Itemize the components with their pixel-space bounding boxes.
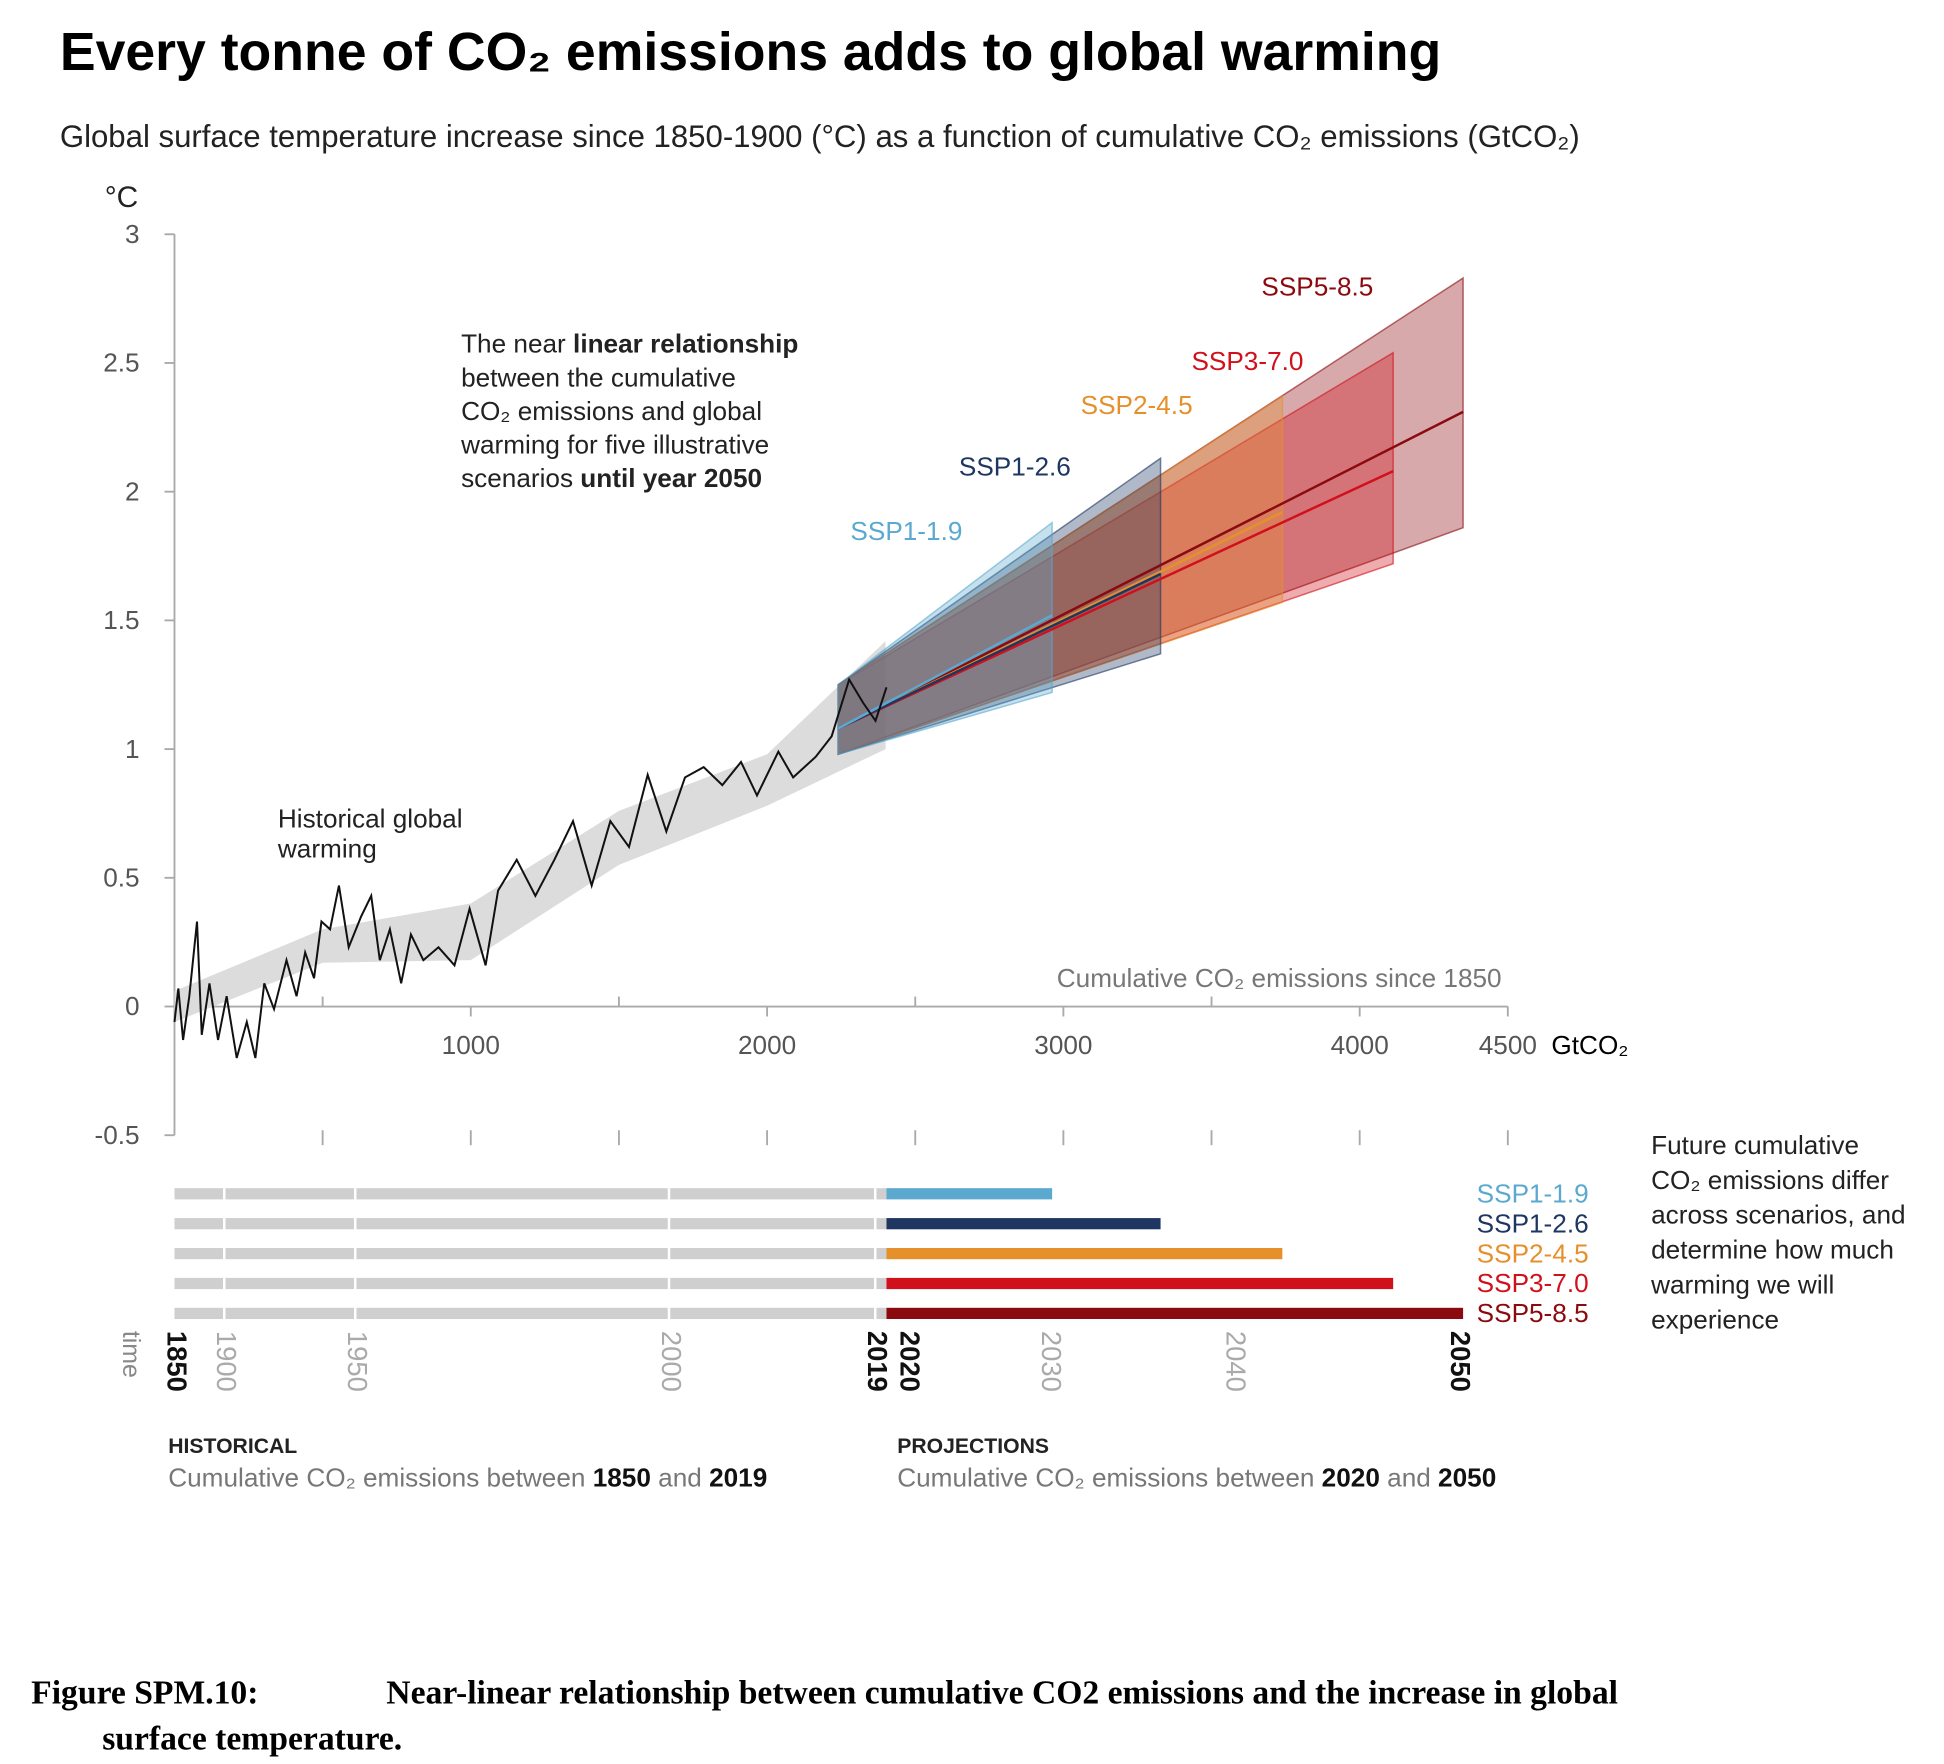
- year-label: 2019: [862, 1331, 893, 1392]
- annotation: CO₂ emissions and global: [461, 396, 762, 426]
- projection-bar: [886, 1247, 1283, 1260]
- annotation: between the cumulative: [461, 362, 736, 392]
- historical-bar: [174, 1307, 887, 1320]
- text-run: between the cumulative: [461, 362, 736, 392]
- legend-entry: SSP1-1.9: [1477, 1179, 1589, 1209]
- timeline-note: Future cumulative: [1651, 1130, 1859, 1160]
- text-run: Cumulative CO₂ emissions between: [897, 1463, 1321, 1493]
- legend-entry: SSP1-2.6: [1477, 1208, 1589, 1238]
- scenario-line: [837, 410, 1464, 730]
- historical-band: [174, 640, 886, 1022]
- y-tick-label: 2.5: [103, 348, 139, 378]
- historical-label: Historical global: [278, 803, 463, 833]
- timeline-note: determine how much: [1651, 1235, 1894, 1265]
- x-tick-label: 1000: [442, 1030, 500, 1060]
- x-axis-label: Cumulative CO₂ emissions since 1850: [1057, 963, 1502, 993]
- section-heading: HISTORICAL: [168, 1435, 297, 1458]
- timeline-note: warming we will: [1650, 1269, 1834, 1299]
- year-label: 1850: [161, 1331, 192, 1392]
- timeline-note: experience: [1651, 1304, 1779, 1334]
- x-tick-label: 4500: [1479, 1030, 1537, 1060]
- y-tick-label: 3: [125, 219, 140, 249]
- legend-entry: SSP3-7.0: [1477, 1268, 1589, 1298]
- caption-label: Figure SPM.10:: [31, 1674, 258, 1711]
- section-text: Cumulative CO₂ emissions between 2020 an…: [897, 1463, 1496, 1493]
- historical-bar: [174, 1247, 887, 1260]
- year-label: 1950: [342, 1331, 373, 1392]
- title: Every tonne of CO₂ emissions adds to glo…: [60, 22, 1441, 82]
- scenario-band: [837, 521, 1053, 756]
- text-run: 2019: [709, 1463, 767, 1493]
- x-tick-label: 2000: [738, 1030, 796, 1060]
- y-tick-label: 2: [125, 476, 140, 506]
- projection-bar: [886, 1218, 1161, 1230]
- text-run: and: [1380, 1463, 1438, 1493]
- scenario-line: [837, 572, 1162, 730]
- text-run: CO₂ emissions and global: [461, 396, 762, 426]
- projection-bar: [886, 1188, 1053, 1200]
- y-tick-label: 1: [125, 734, 140, 764]
- caption-text: surface temperature.: [102, 1721, 402, 1758]
- year-label: 1900: [211, 1331, 242, 1392]
- historical-line: [173, 677, 888, 1059]
- scenario-label: SSP5-8.5: [1261, 271, 1373, 301]
- historical-bar: [174, 1188, 887, 1200]
- timeline-note: across scenarios, and: [1651, 1200, 1905, 1230]
- legend-entry: SSP2-4.5: [1477, 1238, 1589, 1268]
- x-unit: GtCO₂: [1551, 1030, 1628, 1060]
- legend-entry: SSP5-8.5: [1477, 1298, 1589, 1328]
- y-unit: °C: [105, 181, 139, 214]
- annotation: warming for five illustrative: [460, 430, 769, 460]
- text-run: until year 2050: [580, 463, 762, 493]
- time-label: time: [117, 1331, 145, 1378]
- scenario-label: SSP2-4.5: [1081, 390, 1193, 420]
- year-label: 2030: [1036, 1331, 1067, 1392]
- text-run: 2050: [1438, 1463, 1496, 1493]
- historical-bar: [174, 1218, 887, 1230]
- y-tick-label: -0.5: [95, 1120, 140, 1150]
- annotation: The near linear relationship: [461, 329, 798, 359]
- year-label: 2020: [895, 1331, 926, 1392]
- scenario-line: [837, 614, 1053, 730]
- caption-text: Near-linear relationship between cumulat…: [386, 1674, 1618, 1711]
- text-run: warming for five illustrative: [460, 430, 769, 460]
- text-run: 1850: [593, 1463, 651, 1493]
- year-label: 2050: [1445, 1331, 1476, 1392]
- scenario-line: [837, 469, 1394, 730]
- text-run: 2020: [1322, 1463, 1380, 1493]
- subtitle: Global surface temperature increase sinc…: [60, 119, 1580, 154]
- timeline-note: CO₂ emissions differ: [1651, 1165, 1889, 1195]
- annotation: scenarios until year 2050: [461, 463, 762, 493]
- x-tick-label: 3000: [1034, 1030, 1092, 1060]
- y-tick-label: 1.5: [103, 605, 139, 635]
- text-run: and: [651, 1463, 709, 1493]
- x-tick-label: 4000: [1331, 1030, 1389, 1060]
- scenario-label: SSP1-2.6: [959, 452, 1071, 482]
- y-tick-label: 0: [125, 991, 140, 1021]
- historical-label: warming: [277, 833, 377, 863]
- projection-bar: [886, 1307, 1464, 1320]
- text-run: Cumulative CO₂ emissions between: [168, 1463, 592, 1493]
- y-tick-label: 0.5: [103, 863, 139, 893]
- text-run: scenarios: [461, 463, 580, 493]
- section-heading: PROJECTIONS: [897, 1435, 1049, 1458]
- text-run: linear relationship: [573, 329, 798, 359]
- scenario-label: SSP3-7.0: [1191, 346, 1303, 376]
- historical-bar: [174, 1277, 887, 1290]
- year-label: 2040: [1221, 1331, 1252, 1392]
- year-label: 2000: [656, 1331, 687, 1392]
- text-run: The near: [461, 329, 573, 359]
- scenario-label: SSP1-1.9: [850, 516, 962, 546]
- section-text: Cumulative CO₂ emissions between 1850 an…: [168, 1463, 767, 1493]
- projection-bar: [886, 1277, 1394, 1290]
